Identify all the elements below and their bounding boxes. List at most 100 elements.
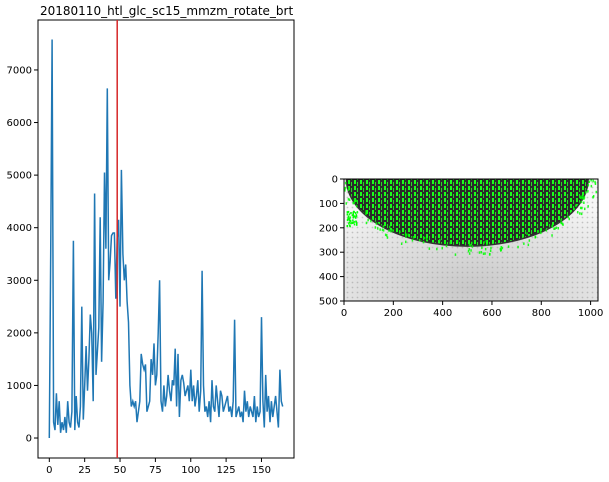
green-speck	[354, 212, 357, 215]
green-speck	[389, 225, 391, 229]
green-speck	[353, 210, 355, 213]
green-speck	[370, 219, 372, 223]
green-speck	[590, 184, 593, 188]
green-speck	[354, 215, 356, 218]
green-speck	[557, 227, 559, 230]
green-speck	[349, 219, 352, 222]
green-speck	[386, 236, 389, 239]
green-speck	[580, 212, 583, 216]
y-tick-label: 6000	[7, 118, 32, 129]
green-speck	[382, 225, 385, 228]
green-speck	[350, 222, 352, 225]
y-tick-label: 100	[319, 199, 338, 210]
green-speck	[489, 252, 491, 256]
green-speck	[352, 212, 354, 215]
green-speck	[347, 210, 350, 213]
green-speck	[351, 214, 354, 217]
green-speck	[367, 218, 369, 222]
green-speck	[351, 221, 353, 224]
green-speck	[346, 219, 349, 221]
green-speck	[405, 235, 407, 238]
green-speck	[365, 210, 367, 213]
green-speck	[411, 239, 414, 242]
y-tick-label: 4000	[7, 223, 32, 234]
y-tick-label: 200	[319, 223, 338, 234]
green-speck	[468, 252, 471, 255]
green-speck	[587, 190, 589, 193]
green-speck	[344, 189, 346, 192]
green-speck	[339, 180, 341, 183]
y-tick-label: 300	[319, 248, 338, 259]
green-speck	[347, 198, 350, 201]
green-speck	[481, 246, 483, 250]
green-speck	[592, 195, 595, 198]
green-speck	[582, 195, 584, 199]
green-speck	[399, 230, 401, 233]
x-tick-label: 1000	[578, 308, 603, 319]
green-speck	[526, 232, 528, 235]
green-speck	[374, 226, 377, 229]
y-tick-label: 3000	[7, 276, 32, 287]
green-speck	[500, 246, 502, 249]
green-speck	[470, 249, 472, 252]
green-speck	[352, 201, 354, 205]
x-tick-label: 0	[46, 465, 52, 476]
x-tick-label: 25	[78, 465, 91, 476]
green-speck	[400, 242, 403, 245]
green-speck	[468, 248, 470, 251]
y-tick-label: 0	[26, 434, 32, 445]
green-speck	[581, 206, 583, 210]
green-speck	[390, 230, 392, 233]
green-speck	[347, 188, 350, 191]
x-tick-label: 200	[384, 308, 403, 319]
green-speck	[484, 247, 487, 251]
green-speck	[439, 238, 441, 242]
green-speck	[561, 222, 564, 226]
green-speck	[583, 201, 585, 204]
green-speck	[471, 245, 474, 248]
green-speck	[580, 200, 583, 204]
green-speck	[341, 190, 343, 193]
green-speck	[348, 213, 351, 216]
green-speck	[587, 184, 590, 187]
green-speck	[365, 221, 368, 225]
green-speck	[573, 207, 575, 211]
green-speck	[355, 199, 358, 203]
green-speck	[551, 234, 553, 237]
green-speck	[412, 236, 415, 239]
green-speck	[356, 223, 358, 226]
series-line	[48, 39, 284, 439]
green-speck	[501, 246, 504, 250]
green-speck	[392, 229, 394, 232]
green-speck	[352, 222, 354, 224]
green-speck	[349, 217, 351, 220]
green-speck	[346, 211, 349, 214]
green-speck	[355, 220, 357, 223]
green-speck	[480, 251, 482, 254]
green-speck	[353, 201, 356, 204]
green-speck	[407, 233, 410, 237]
green-speck	[555, 226, 557, 229]
green-speck	[356, 211, 359, 214]
green-speck	[349, 225, 351, 228]
green-speck	[345, 202, 347, 205]
green-speck	[587, 205, 589, 208]
green-speck	[590, 179, 592, 182]
green-speck	[545, 229, 548, 232]
green-speck	[445, 244, 448, 248]
y-tick-label: 400	[319, 272, 338, 283]
green-speck	[567, 215, 570, 219]
green-speck	[540, 231, 542, 235]
green-speck	[577, 211, 579, 214]
green-speck	[348, 219, 351, 221]
green-speck	[551, 224, 554, 228]
green-speck	[456, 240, 459, 243]
green-speck	[338, 186, 340, 189]
x-tick-label: 150	[252, 465, 271, 476]
green-speck	[346, 213, 349, 216]
green-speck	[507, 245, 510, 248]
green-speck	[537, 230, 540, 233]
y-tick-label: 2000	[7, 328, 32, 339]
y-tick-label: 1000	[7, 381, 32, 392]
